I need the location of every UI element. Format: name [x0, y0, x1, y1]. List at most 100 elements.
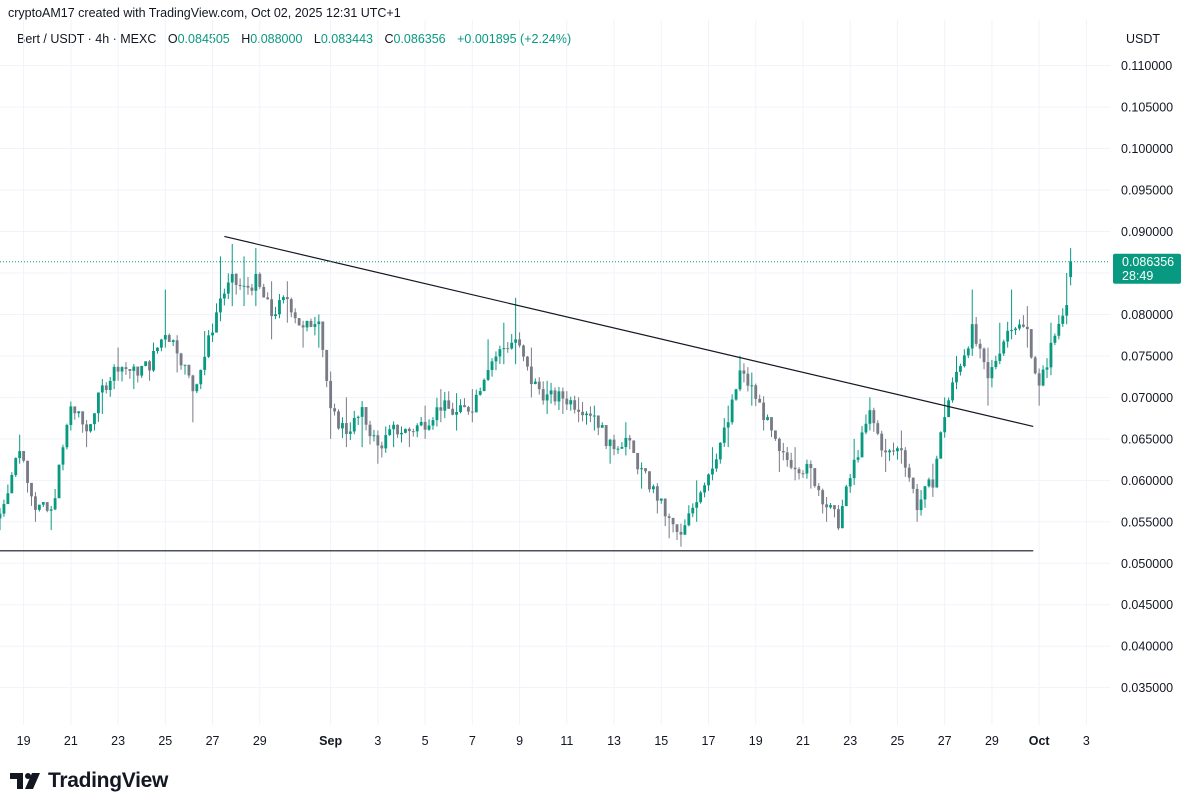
- price-tick-label: 0.075000: [1121, 349, 1173, 363]
- candle-down: [742, 370, 746, 374]
- candle-down: [297, 318, 301, 326]
- price-tick-label: 0.045000: [1121, 598, 1173, 612]
- candle-up: [305, 320, 309, 328]
- candle-up: [943, 417, 947, 433]
- candle-down: [813, 468, 817, 486]
- candle-down: [541, 389, 545, 401]
- candle-down: [589, 413, 592, 416]
- candle-down: [321, 321, 325, 350]
- price-tick-label: 0.040000: [1121, 640, 1173, 654]
- candle-down: [836, 509, 840, 529]
- candle-down: [396, 424, 399, 435]
- candle-down: [667, 516, 671, 518]
- time-tick-label: 25: [890, 734, 904, 748]
- trendlines: [0, 235, 1110, 552]
- candle-up: [1069, 261, 1073, 278]
- candle-up: [966, 348, 970, 356]
- candle-up: [990, 367, 994, 379]
- time-axis: 19 21 23 25 27 29 Sep 3 5 7 9 11 13 15 17 19 21 23 25 27 29 O…: [17, 734, 1090, 748]
- candle-up: [734, 389, 738, 400]
- candle-up: [557, 391, 561, 402]
- candle-up: [620, 447, 624, 449]
- candle-up: [163, 335, 167, 340]
- price-scale-currency[interactable]: USDT: [1126, 32, 1161, 46]
- candle-up: [183, 364, 187, 366]
- price-tick-label: 0.095000: [1121, 184, 1173, 198]
- candle-down: [333, 408, 336, 412]
- candle-down: [179, 353, 183, 366]
- time-tick-label: 5: [422, 734, 429, 748]
- candle-up: [1049, 342, 1053, 368]
- candle-down: [821, 490, 825, 505]
- candle-down: [663, 498, 667, 517]
- candle-down: [175, 340, 179, 354]
- candle-down: [337, 411, 340, 429]
- candle-up: [1006, 330, 1010, 342]
- candle-up: [443, 400, 447, 411]
- candle-down: [884, 450, 888, 453]
- candle-down: [466, 407, 470, 412]
- candle-down: [187, 364, 191, 376]
- candle-up: [585, 413, 588, 416]
- time-tick-label: 17: [702, 734, 716, 748]
- candle-down: [1025, 326, 1029, 330]
- candle-up: [53, 498, 57, 510]
- candle-down: [770, 417, 773, 431]
- candle-down: [148, 361, 151, 371]
- price-tick-label: 0.105000: [1121, 101, 1173, 115]
- chart-attribution: cryptoAM17 created with TradingView.com,…: [8, 6, 401, 20]
- tradingview-logo[interactable]: TradingView: [10, 768, 168, 794]
- candle-up: [970, 324, 974, 349]
- candle-up: [474, 394, 478, 413]
- candle-up: [203, 356, 207, 370]
- candle-up: [955, 371, 958, 383]
- candle-up: [348, 431, 352, 434]
- candle-up: [514, 339, 518, 343]
- last-price-value: 0.086356: [1122, 255, 1174, 269]
- candle-up: [77, 411, 81, 414]
- candle-up: [100, 385, 104, 393]
- time-tick-label: 21: [796, 734, 810, 748]
- candle-down: [447, 400, 451, 409]
- candle-down: [911, 477, 915, 489]
- candle-up: [392, 424, 396, 430]
- candle-down: [903, 450, 907, 468]
- candle-down: [762, 402, 766, 421]
- price-tick-label: 0.080000: [1121, 308, 1173, 322]
- candle-up: [510, 342, 514, 349]
- time-tick-label: 21: [64, 734, 78, 748]
- candle-up: [600, 425, 604, 428]
- price-tick-label: 0.050000: [1121, 557, 1173, 571]
- candle-up: [962, 355, 966, 367]
- candle-up: [486, 369, 490, 380]
- candle-up: [608, 439, 612, 447]
- candle-down: [529, 366, 533, 385]
- candle-up: [65, 424, 69, 448]
- symbol-name[interactable]: Bert / USDT · 4h · MEXC: [17, 32, 157, 46]
- candle-up: [888, 450, 891, 453]
- candle-up: [18, 451, 22, 459]
- candle-up: [37, 504, 41, 510]
- candle-up: [640, 468, 644, 470]
- candle-up: [254, 273, 258, 291]
- candle-down: [612, 439, 616, 450]
- candle-up: [152, 350, 155, 371]
- candle-down: [309, 320, 313, 327]
- candle-down: [380, 445, 384, 449]
- candle-down: [777, 438, 781, 451]
- candle-up: [427, 425, 431, 430]
- candle-down: [246, 285, 250, 288]
- candle-down: [797, 469, 801, 474]
- time-tick-label: Oct: [1029, 734, 1051, 748]
- candle-up: [156, 347, 159, 351]
- candle-up: [852, 459, 856, 479]
- candle-down: [880, 433, 884, 451]
- price-axis: 0.110000 0.105000 0.100000 0.095000 0.090000…: [1121, 59, 1173, 695]
- candle-down: [411, 431, 415, 433]
- candle-up: [829, 505, 832, 508]
- candle-up: [502, 348, 506, 350]
- time-tick-label: 19: [749, 734, 763, 748]
- candle-down: [774, 430, 777, 439]
- candle-up: [195, 384, 199, 392]
